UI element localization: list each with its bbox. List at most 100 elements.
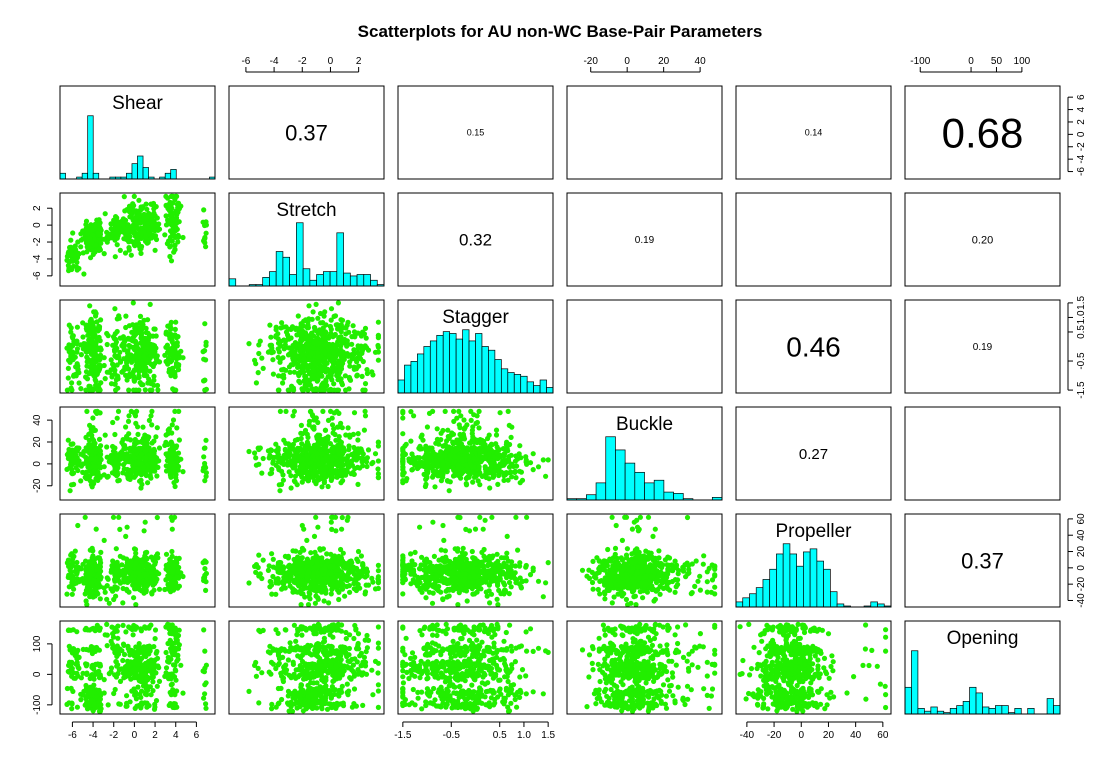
scatter-point (493, 432, 500, 438)
scatter-point (269, 551, 275, 557)
scatter-point (329, 462, 335, 468)
scatter-point (201, 236, 207, 242)
scatter-point (252, 450, 258, 456)
scatter-point (111, 461, 117, 467)
scatter-point (84, 584, 90, 591)
scatter-point (115, 478, 121, 484)
scatter-point (153, 434, 159, 440)
scatter-point (400, 415, 406, 421)
scatter-point (110, 231, 116, 237)
scatter-point (475, 471, 482, 477)
histogram-bar (329, 271, 338, 287)
scatter-point (154, 382, 161, 389)
scatter-point (273, 441, 279, 447)
scatter-point (260, 557, 266, 563)
scatter-point (123, 313, 129, 319)
scatter-point (306, 422, 312, 428)
scatter-point (98, 380, 104, 386)
panel-frame (735, 192, 892, 287)
scatter-point (66, 455, 72, 461)
scatter-point (485, 435, 491, 442)
scatter-point (87, 569, 93, 576)
scatter-point (174, 343, 180, 349)
histogram-bar (87, 115, 94, 180)
scatter-point (310, 309, 316, 315)
scatter-point (148, 554, 154, 560)
scatter-point (332, 313, 339, 319)
histogram-bar (228, 278, 237, 287)
scatter-point (116, 219, 122, 225)
scatter-point (280, 585, 286, 591)
scatter-point (304, 325, 310, 331)
scatter-point (530, 451, 536, 457)
scatter-point (173, 319, 179, 325)
histogram-bar (282, 256, 291, 287)
scatter-point (68, 441, 74, 447)
scatter-point (139, 558, 145, 564)
scatter-point (350, 431, 356, 437)
scatter-point (295, 436, 301, 443)
scatter-point (490, 474, 496, 480)
scatter-point (86, 244, 92, 250)
histogram-bar (131, 163, 138, 180)
scatter-point (124, 207, 130, 213)
scatter-point (72, 548, 78, 554)
scatter-point (152, 247, 158, 253)
scatter-point (202, 321, 208, 327)
scatter-point (482, 464, 488, 470)
histogram-bar (423, 346, 431, 394)
scatter-point (468, 417, 474, 423)
scatter-point (117, 526, 123, 533)
scatter-point (163, 432, 169, 438)
scatter-point (165, 568, 171, 574)
scatter-point (450, 431, 457, 437)
scatter-point (92, 464, 98, 470)
scatter-point (315, 440, 321, 446)
scatter-point (344, 338, 350, 344)
scatter-point (345, 425, 351, 431)
scatter-point (400, 464, 406, 470)
correlation-label: 0.37 (285, 120, 328, 145)
scatter-point (280, 380, 286, 386)
scatter-point (98, 347, 104, 353)
scatter-point (176, 408, 182, 414)
scatter-point (345, 353, 351, 359)
scatter-point (168, 439, 174, 445)
scatter-point (168, 326, 174, 332)
scatter-point (359, 373, 365, 379)
scatter-point (149, 422, 155, 428)
histogram-bar (475, 333, 483, 394)
scatter-point (141, 440, 147, 446)
correlation-label: 0.46 (786, 332, 841, 363)
scatter-point (203, 437, 209, 443)
scatter-point (124, 366, 130, 372)
scatter-point (144, 240, 150, 246)
histogram-bar (595, 482, 607, 501)
scatter-point (85, 462, 91, 469)
panel-frame (59, 85, 216, 180)
histogram-bar (455, 338, 463, 394)
scatter-point (90, 251, 96, 257)
scatter-point (325, 483, 331, 490)
scatter-point (306, 381, 312, 387)
scatter-point (72, 243, 78, 249)
scatter-point (323, 587, 329, 594)
correlation-label: 0.19 (973, 342, 993, 353)
scatter-point (293, 548, 299, 554)
scatter-point (89, 359, 95, 365)
scatter-point (476, 408, 482, 414)
correlation-label: 0.32 (459, 231, 492, 250)
scatter-point (277, 408, 283, 414)
scatter-point (72, 459, 78, 465)
scatter-point (80, 334, 86, 340)
scatter-point (467, 440, 473, 446)
scatter-point (113, 546, 119, 552)
scatter-point (147, 368, 153, 374)
scatter-point (149, 590, 155, 596)
scatter-point (329, 354, 335, 360)
scatter-point (495, 481, 501, 487)
scatter-point (311, 533, 318, 540)
scatter-point (97, 338, 103, 344)
scatter-point (74, 267, 80, 273)
scatter-point (501, 477, 507, 483)
